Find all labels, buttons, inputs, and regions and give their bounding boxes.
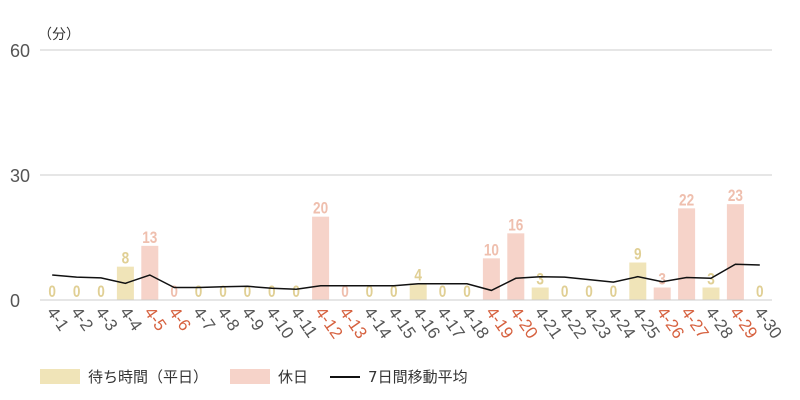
legend-item-weekday: 待ち時間（平日） — [40, 366, 208, 387]
legend-item-holiday: 休日 — [230, 366, 308, 387]
x-tick-label: 4-5 — [141, 303, 171, 334]
bar-value-label: 16 — [508, 216, 523, 235]
bar-value-label: 10 — [484, 241, 499, 260]
bar-value-label: 22 — [679, 191, 694, 210]
bar-value-label: 0 — [585, 283, 593, 302]
y-tick-label: 60 — [10, 41, 30, 61]
y-axis-unit-label: （分） — [38, 27, 80, 43]
x-tick-label: 4-2 — [67, 303, 97, 334]
bar-value-label: 0 — [390, 283, 398, 302]
bar-value-label: 0 — [561, 283, 569, 302]
legend: 待ち時間（平日） 休日 7日間移動平均 — [40, 366, 468, 387]
bar — [507, 233, 525, 300]
bar — [531, 287, 549, 300]
bar — [629, 262, 647, 300]
legend-label-weekday: 待ち時間（平日） — [88, 368, 209, 386]
y-tick-label: 0 — [10, 291, 20, 311]
x-tick-label: 4-8 — [214, 303, 244, 334]
bar-value-label: 8 — [122, 249, 130, 268]
bar — [482, 258, 500, 300]
bar-value-label: 3 — [707, 270, 715, 289]
legend-label-moving-average: 7日間移動平均 — [368, 368, 468, 386]
bar-value-label: 0 — [195, 283, 203, 302]
x-tick-label: 4-6 — [165, 303, 195, 334]
bar-value-label: 4 — [414, 266, 422, 285]
x-tick-label: 4-1 — [43, 303, 73, 334]
bar-value-label: 0 — [439, 283, 447, 302]
bar — [726, 204, 744, 300]
bar-value-label: 0 — [48, 283, 56, 302]
moving-average-swatch — [330, 375, 361, 378]
bar-value-label: 0 — [97, 283, 105, 302]
bar-value-label: 0 — [268, 283, 276, 302]
bar-value-label: 0 — [73, 283, 81, 302]
moving-average-line — [52, 263, 760, 292]
bar-value-label: 0 — [170, 283, 178, 302]
bar-value-label: 3 — [536, 270, 544, 289]
holiday-swatch — [230, 369, 271, 384]
x-tick-label: 4-7 — [189, 303, 219, 334]
bar-value-label: 0 — [219, 283, 227, 302]
y-tick-label: 30 — [10, 166, 30, 186]
legend-item-moving-average: 7日間移動平均 — [330, 366, 468, 387]
bar-value-label: 3 — [658, 270, 666, 289]
bar-value-label: 0 — [756, 283, 764, 302]
bar-value-label: 0 — [244, 283, 252, 302]
legend-label-holiday: 休日 — [278, 368, 309, 386]
bar — [678, 208, 696, 300]
bar — [653, 287, 671, 300]
bar — [409, 283, 427, 300]
x-tick-label: 4-3 — [92, 303, 122, 334]
bar — [141, 245, 159, 300]
bar-value-label: 20 — [313, 199, 328, 218]
bar-value-label: 0 — [292, 283, 300, 302]
bar-value-label: 0 — [341, 283, 349, 302]
bar-value-label: 9 — [634, 245, 642, 264]
bar-value-label: 0 — [610, 283, 618, 302]
bar-value-label: 23 — [728, 187, 743, 206]
bar — [312, 216, 330, 300]
bar-value-label: 13 — [142, 228, 157, 247]
bar — [702, 287, 720, 300]
bar-value-label: 0 — [463, 283, 471, 302]
bar-value-label: 0 — [366, 283, 374, 302]
x-tick-label: 4-9 — [238, 303, 268, 334]
weekday-swatch — [40, 369, 80, 384]
x-tick-label: 4-4 — [116, 303, 146, 334]
